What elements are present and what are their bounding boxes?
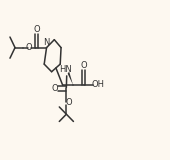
Text: N: N <box>43 39 49 48</box>
Text: HN: HN <box>59 65 71 74</box>
Text: O: O <box>65 98 72 107</box>
Text: O: O <box>52 84 58 93</box>
Text: O: O <box>26 43 32 52</box>
Polygon shape <box>68 72 73 85</box>
Text: O: O <box>33 25 40 34</box>
Text: O: O <box>80 61 87 70</box>
Text: OH: OH <box>91 80 104 89</box>
